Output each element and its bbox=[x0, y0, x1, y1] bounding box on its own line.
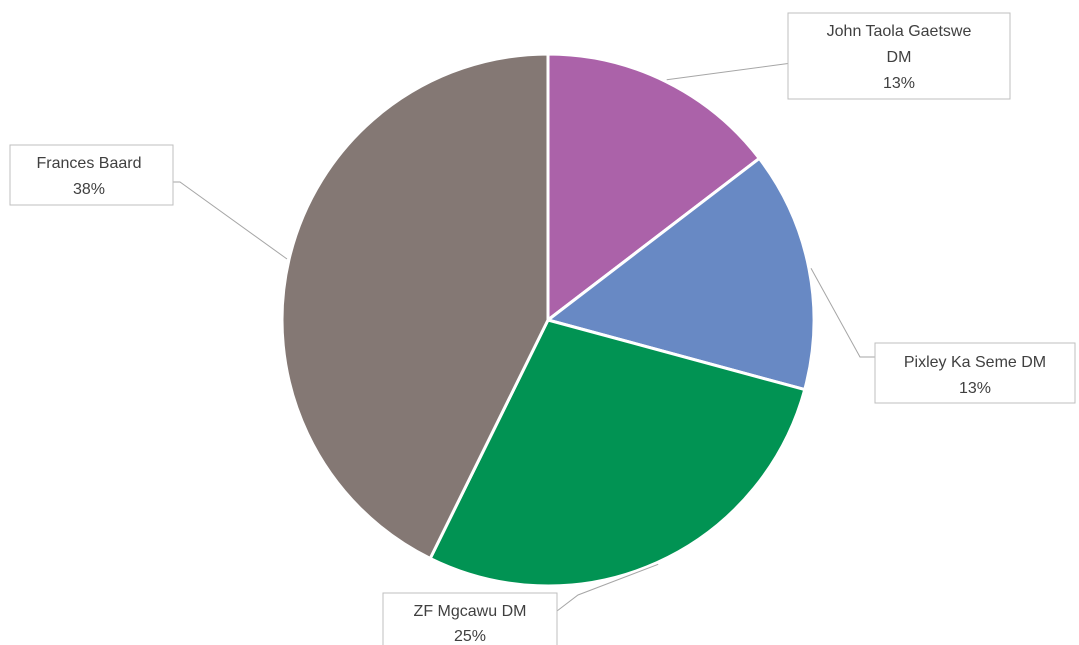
data-label-john-taola-gaetswe: John Taola Gaetswe DM 13% bbox=[787, 12, 1011, 100]
data-label-name-line: DM bbox=[887, 49, 912, 66]
data-label-value: 25% bbox=[454, 628, 486, 645]
data-label-name-line: Frances Baard bbox=[37, 155, 142, 172]
data-label-box bbox=[874, 342, 1076, 404]
data-label-name-line: Pixley Ka Seme DM bbox=[904, 354, 1046, 371]
leader-line-3 bbox=[173, 181, 288, 260]
data-label-box bbox=[382, 592, 558, 645]
data-label-box bbox=[787, 12, 1011, 100]
pie-slice-1 bbox=[544, 156, 816, 392]
data-label-frances-baard: Frances Baard 38% bbox=[9, 144, 174, 206]
data-label-value: 13% bbox=[959, 380, 991, 397]
pie-slice-2 bbox=[428, 318, 807, 588]
data-label-value: 38% bbox=[73, 181, 105, 198]
data-label-name-line: ZF Mgcawu DM bbox=[414, 603, 527, 620]
data-label-pixley-ka-seme: Pixley Ka Seme DM 13% bbox=[874, 342, 1076, 404]
leader-lines bbox=[173, 59, 875, 612]
data-label-zf-mgcawu: ZF Mgcawu DM 25% bbox=[382, 592, 558, 645]
pie-slice-3 bbox=[280, 52, 550, 561]
data-label-box bbox=[9, 144, 174, 206]
pie-slice-0 bbox=[546, 52, 762, 324]
leader-line-2 bbox=[556, 563, 659, 612]
leader-line-1 bbox=[810, 268, 875, 358]
data-label-value: 13% bbox=[883, 75, 915, 92]
pie-slices bbox=[280, 52, 816, 588]
data-label-name-line: John Taola Gaetswe bbox=[827, 23, 972, 40]
